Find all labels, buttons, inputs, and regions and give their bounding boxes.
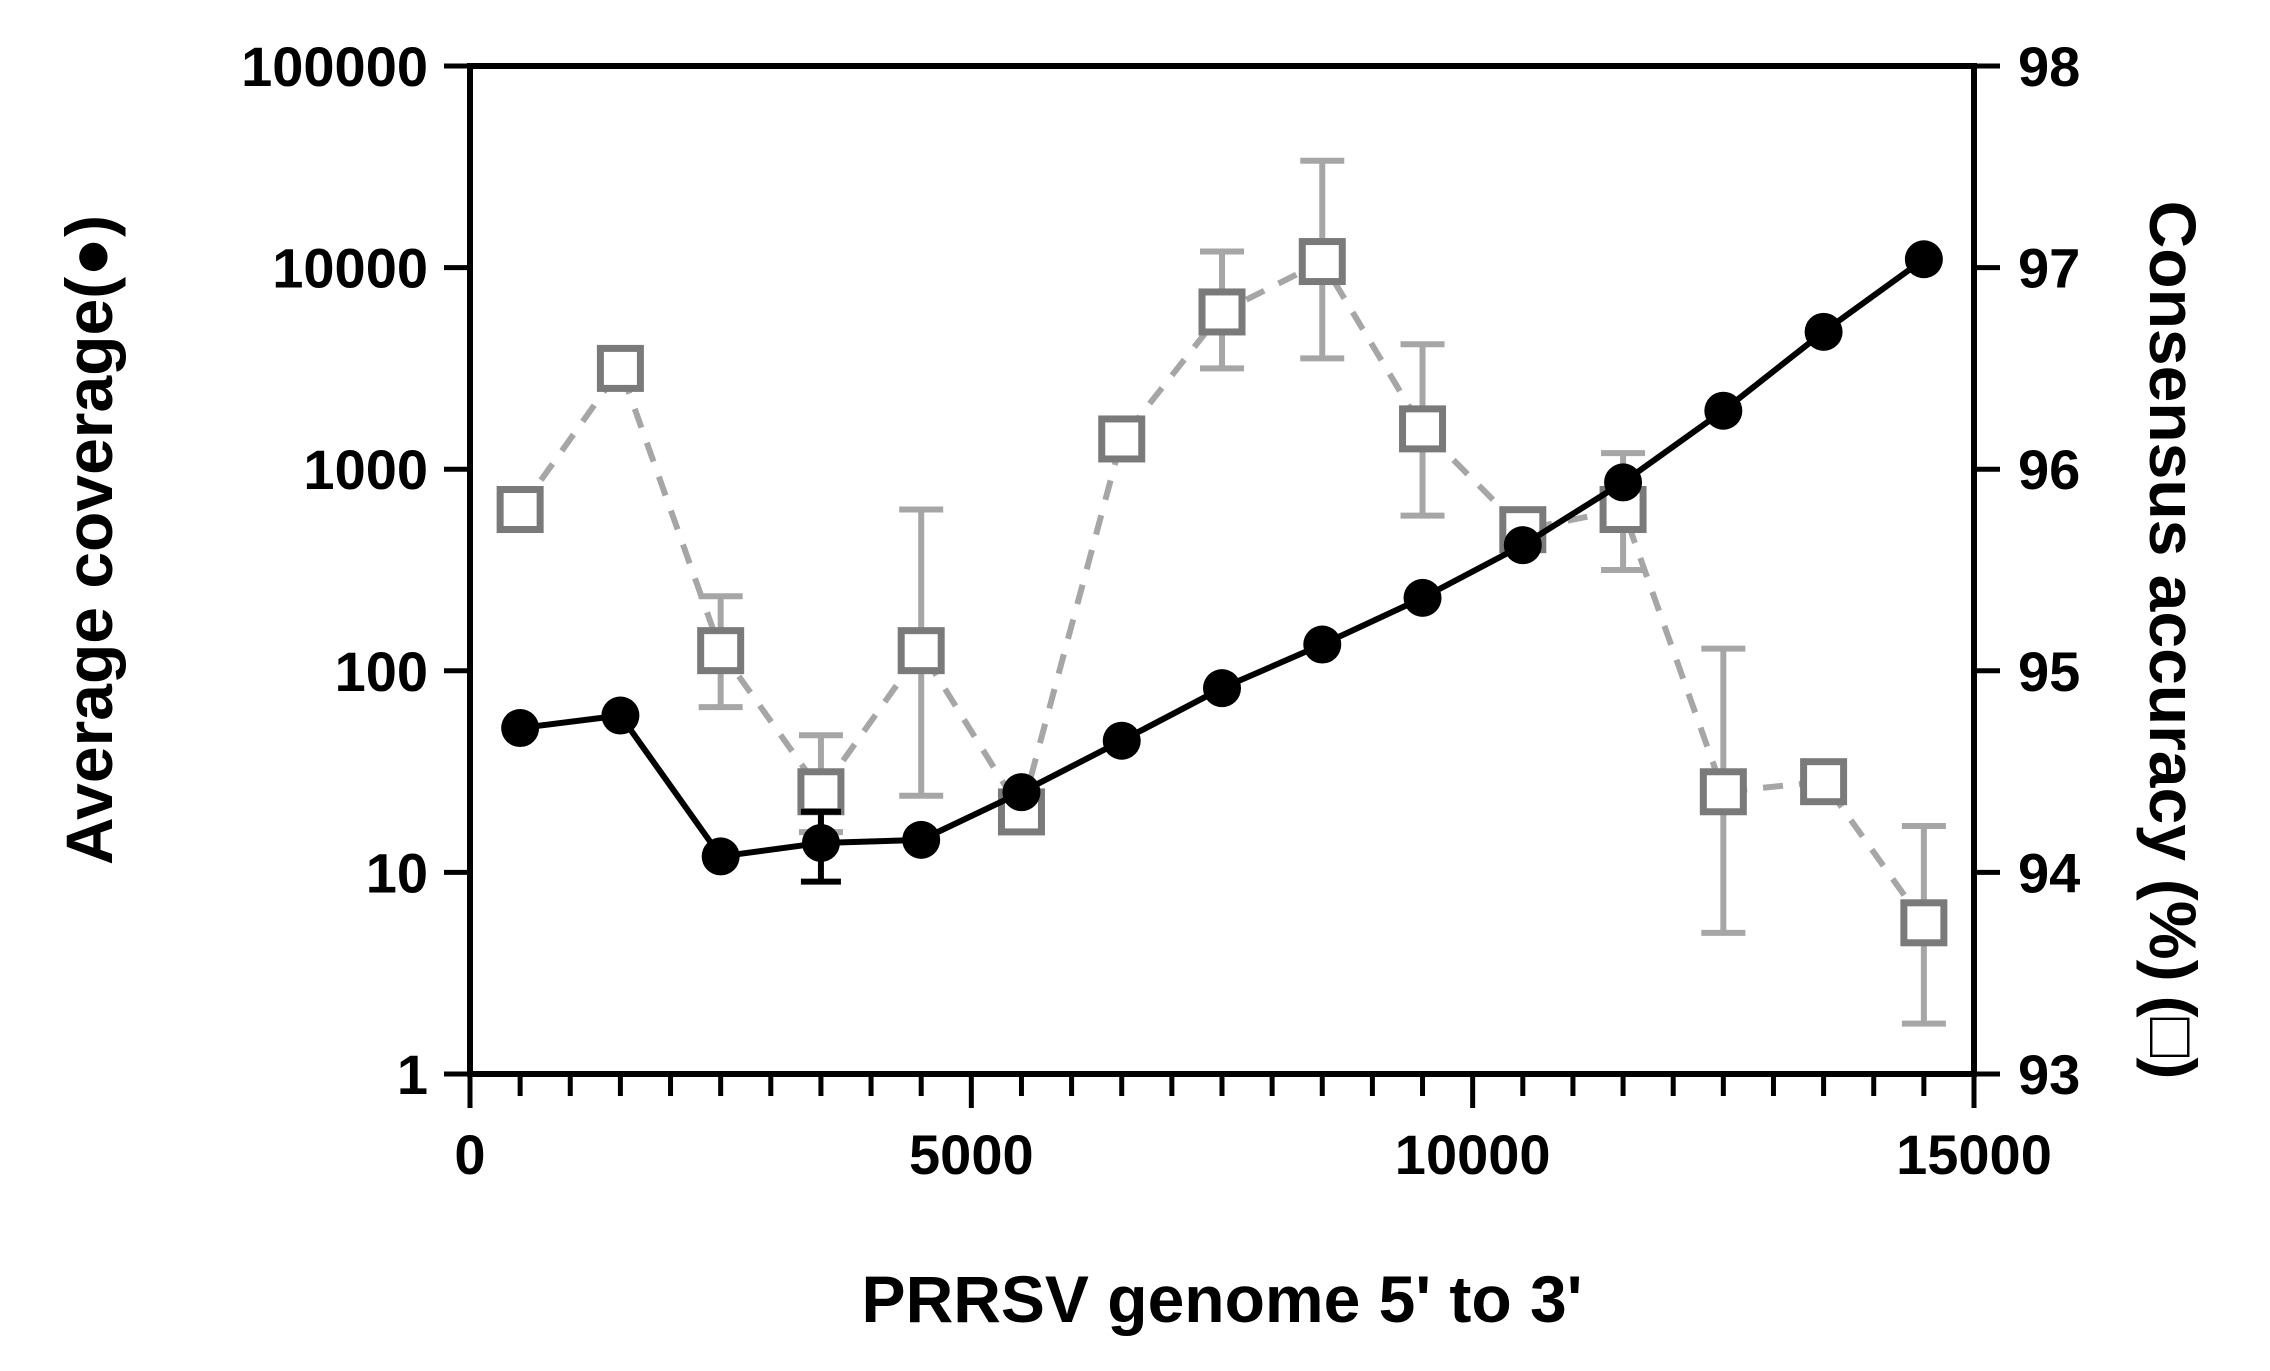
accuracy-point xyxy=(596,344,644,392)
coverage-point xyxy=(701,837,740,876)
axes-layer: 0 5000 10000 15000 1 10 100 1000 10000 100000 93 94… xyxy=(241,35,2080,1186)
coverage-point xyxy=(902,820,941,859)
y-right-tick-label: 93 xyxy=(2018,1043,2080,1106)
y-axis-left-title-text: Average coverage xyxy=(52,299,126,865)
y-right-tick-label: 96 xyxy=(2018,438,2080,501)
y-left-tick-label: 10000 xyxy=(272,237,428,300)
coverage-point xyxy=(1102,721,1141,760)
y-left-tick-label: 1000 xyxy=(303,438,428,501)
y-axis-right-title: Consensus accuracy (%) (□) xyxy=(2136,201,2210,1080)
coverage-point xyxy=(1203,669,1241,708)
y-left-tick-label: 100 xyxy=(335,640,428,703)
coverage-point xyxy=(1303,625,1342,664)
x-tick-label: 15000 xyxy=(1896,1123,2052,1186)
y-left-tick-label: 10 xyxy=(366,841,428,904)
x-tick-label: 5000 xyxy=(909,1123,1034,1186)
coverage-point xyxy=(1804,312,1843,351)
coverage-point xyxy=(1704,391,1743,430)
y-axis-left-title: Average coverage(●) xyxy=(52,215,126,865)
accuracy-point xyxy=(1699,768,1747,816)
y-axis-right-marker: (□) xyxy=(2136,996,2210,1080)
y-left-tick-label: 1 xyxy=(397,1043,428,1106)
coverage-point xyxy=(801,823,840,862)
y-right-tick-label: 94 xyxy=(2018,841,2080,904)
coverage-series xyxy=(501,240,1943,885)
x-tick-label: 0 xyxy=(454,1123,485,1186)
y-right-tick-label: 95 xyxy=(2018,640,2080,703)
plot-frame xyxy=(467,63,1977,1077)
coverage-point xyxy=(1503,526,1542,565)
accuracy-point xyxy=(1399,405,1447,453)
x-axis-title: PRRSV genome 5' to 3' xyxy=(862,1262,1583,1336)
coverage-point xyxy=(1002,773,1041,812)
accuracy-point xyxy=(897,627,945,675)
coverage-point xyxy=(601,696,640,735)
y-left-tick-label: 100000 xyxy=(241,35,428,98)
coverage-point xyxy=(1403,578,1442,617)
accuracy-point xyxy=(1800,758,1848,806)
coverage-point xyxy=(501,709,540,748)
coverage-point xyxy=(1604,463,1643,502)
accuracy-point xyxy=(496,486,544,534)
y-axis-right-title-text: Consensus accuracy xyxy=(2136,201,2210,862)
y-right-tick-label: 98 xyxy=(2018,35,2080,98)
accuracy-point xyxy=(697,627,745,675)
accuracy-point xyxy=(1198,288,1246,336)
coverage-point xyxy=(1904,240,1943,279)
accuracy-point xyxy=(797,768,845,816)
y-axis-right-unit: (%) xyxy=(2136,879,2210,982)
accuracy-point xyxy=(1900,899,1948,947)
y-axis-left-marker: (●) xyxy=(52,215,126,299)
accuracy-point xyxy=(1298,238,1346,286)
y-right-tick-label: 97 xyxy=(2018,237,2080,300)
accuracy-series xyxy=(496,157,1948,1027)
accuracy-point xyxy=(1098,415,1146,463)
x-tick-label: 10000 xyxy=(1395,1123,1551,1186)
